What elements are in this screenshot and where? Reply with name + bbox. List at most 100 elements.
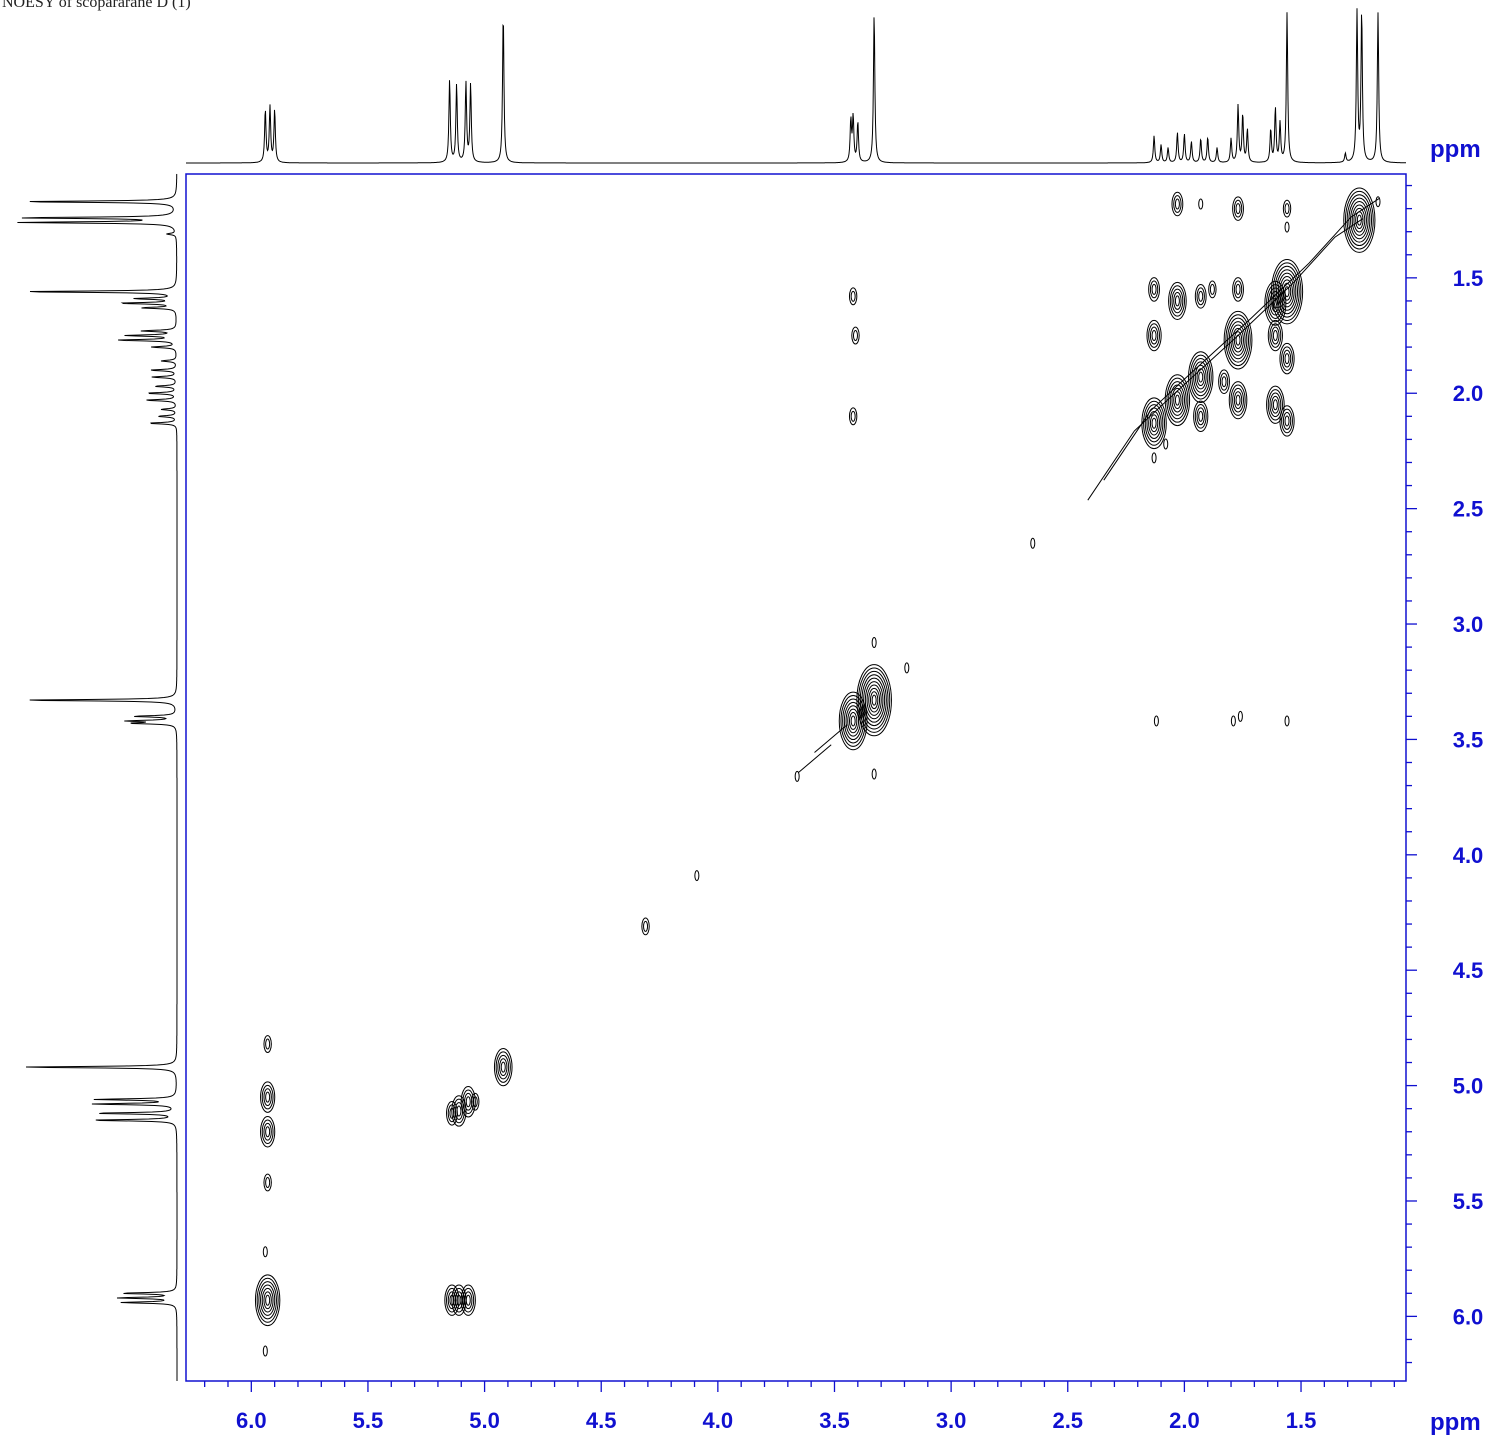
cross-peak bbox=[261, 1119, 274, 1145]
cross-peak bbox=[1267, 319, 1283, 352]
cross-peak bbox=[1235, 394, 1241, 406]
diagonal-peak bbox=[1228, 321, 1248, 360]
diagonal-peak bbox=[1189, 354, 1212, 400]
diagonal-peak bbox=[460, 1086, 476, 1118]
cross-peak bbox=[848, 407, 858, 426]
cross-peak bbox=[1237, 710, 1243, 722]
cross-peak bbox=[265, 1177, 271, 1189]
diagonal-ridge bbox=[798, 744, 832, 773]
cross-peak bbox=[446, 1100, 458, 1126]
diagonal-peak bbox=[1343, 187, 1376, 253]
y-tick-label: 4.5 bbox=[1453, 958, 1484, 983]
diagonal-peak bbox=[842, 698, 865, 744]
cross-peak bbox=[1151, 452, 1157, 464]
cross-peak bbox=[1284, 415, 1290, 427]
cross-peak bbox=[265, 1091, 271, 1103]
cross-peak bbox=[1282, 349, 1292, 368]
diagonal-peak bbox=[495, 1051, 511, 1083]
diagonal-peak bbox=[1194, 364, 1207, 390]
diagonal-peak bbox=[1270, 258, 1304, 325]
diagonal-peak bbox=[848, 712, 858, 730]
diagonal-peak bbox=[1149, 414, 1159, 433]
diagonal-peak bbox=[1346, 194, 1373, 247]
cross-peak bbox=[1230, 384, 1246, 416]
cross-peak bbox=[1233, 391, 1243, 410]
y-tick-label: 5.0 bbox=[1453, 1074, 1484, 1099]
cross-peak bbox=[852, 330, 858, 342]
diagonal-peak bbox=[1350, 201, 1369, 240]
diagonal-peak bbox=[863, 677, 886, 723]
x-tick-label: 5.0 bbox=[469, 1408, 500, 1433]
diagonal-peak bbox=[261, 1287, 274, 1313]
y-axis: 1.5 2.0 2.5 3.0 3.5 4.0 4.5 5.0 5.5 6.0 bbox=[1406, 184, 1484, 1364]
diagonal-peak bbox=[1193, 361, 1209, 393]
cross-peak bbox=[1168, 281, 1187, 321]
diagonal-peak bbox=[464, 1092, 473, 1111]
x-tick-label: 2.5 bbox=[1052, 1408, 1083, 1433]
cross-peak bbox=[263, 1088, 272, 1107]
cross-peak bbox=[263, 1173, 272, 1192]
cross-peak bbox=[1271, 395, 1280, 414]
diagonal-peak bbox=[1173, 391, 1182, 410]
diagonal-peak bbox=[265, 1294, 271, 1306]
cross-peak bbox=[1228, 381, 1248, 420]
diagonal-peak bbox=[856, 664, 892, 737]
diagonal-peak bbox=[866, 684, 882, 716]
cross-peak bbox=[1279, 342, 1295, 375]
diagonal-peak bbox=[794, 770, 800, 782]
cross-peak bbox=[464, 1291, 473, 1310]
cross-peak bbox=[1194, 404, 1207, 429]
diagonal-peak bbox=[465, 1096, 471, 1108]
x-tick-label: 5.5 bbox=[353, 1408, 384, 1433]
diagonal-peak bbox=[1174, 394, 1180, 406]
diagonal-peak bbox=[1148, 410, 1160, 436]
chart-title: NOESY of scopararane D (1) bbox=[2, 0, 191, 11]
cross-peak bbox=[1171, 288, 1184, 314]
cross-peak bbox=[1163, 438, 1169, 450]
diagonal-peak bbox=[1284, 286, 1290, 298]
cross-peak bbox=[444, 1284, 460, 1316]
diagonal-peak bbox=[850, 715, 856, 727]
diagonal-peak bbox=[451, 1095, 467, 1127]
cross-peak bbox=[1232, 196, 1244, 221]
diagonal-peak bbox=[871, 694, 877, 706]
minor-peak bbox=[262, 1345, 268, 1357]
cross-peak bbox=[1281, 346, 1293, 371]
diagonal-peak bbox=[1277, 272, 1297, 311]
cross-peak bbox=[1146, 319, 1162, 352]
y-tick-label: 1.5 bbox=[1453, 266, 1484, 291]
cross-peak bbox=[471, 1092, 480, 1111]
cross-peak bbox=[1282, 199, 1292, 218]
plot-frame bbox=[185, 173, 1407, 1382]
cross-peak bbox=[1193, 400, 1209, 433]
cross-peak bbox=[465, 1294, 471, 1306]
diagonal-peak bbox=[694, 870, 700, 882]
cross-peak bbox=[1232, 277, 1244, 302]
y-tick-label: 3.5 bbox=[1453, 727, 1484, 752]
cross-peak bbox=[265, 1126, 271, 1138]
diagonal-peak bbox=[258, 1281, 277, 1320]
cross-peak bbox=[1148, 323, 1160, 348]
diagonal-peak bbox=[1351, 204, 1367, 236]
cross-peak bbox=[1235, 283, 1241, 295]
y-tick-label: 3.0 bbox=[1453, 612, 1484, 637]
cross-peak bbox=[1196, 407, 1205, 426]
diagonal-ridge bbox=[814, 724, 848, 753]
diagonal-peak bbox=[256, 1277, 279, 1323]
cross-peak bbox=[472, 1096, 478, 1108]
cross-peak bbox=[1269, 392, 1282, 418]
diagonal-peak bbox=[254, 1274, 281, 1327]
cross-peak bbox=[1221, 376, 1227, 388]
x-tick-label: 6.0 bbox=[236, 1408, 267, 1433]
cross-peak bbox=[1279, 405, 1295, 437]
cross-peak bbox=[1151, 330, 1157, 342]
diagonal-peak bbox=[1233, 331, 1243, 350]
x-axis-unit-label: ppm bbox=[1430, 1409, 1481, 1436]
cross-peak bbox=[1271, 326, 1280, 345]
diagonal-peak bbox=[1164, 374, 1191, 427]
cross-peak bbox=[1171, 191, 1184, 217]
diagonal-peak bbox=[1223, 310, 1253, 370]
diagonal-peak bbox=[1143, 400, 1166, 446]
y-tick-label: 5.5 bbox=[1453, 1189, 1484, 1214]
cross-peak bbox=[1284, 203, 1290, 215]
